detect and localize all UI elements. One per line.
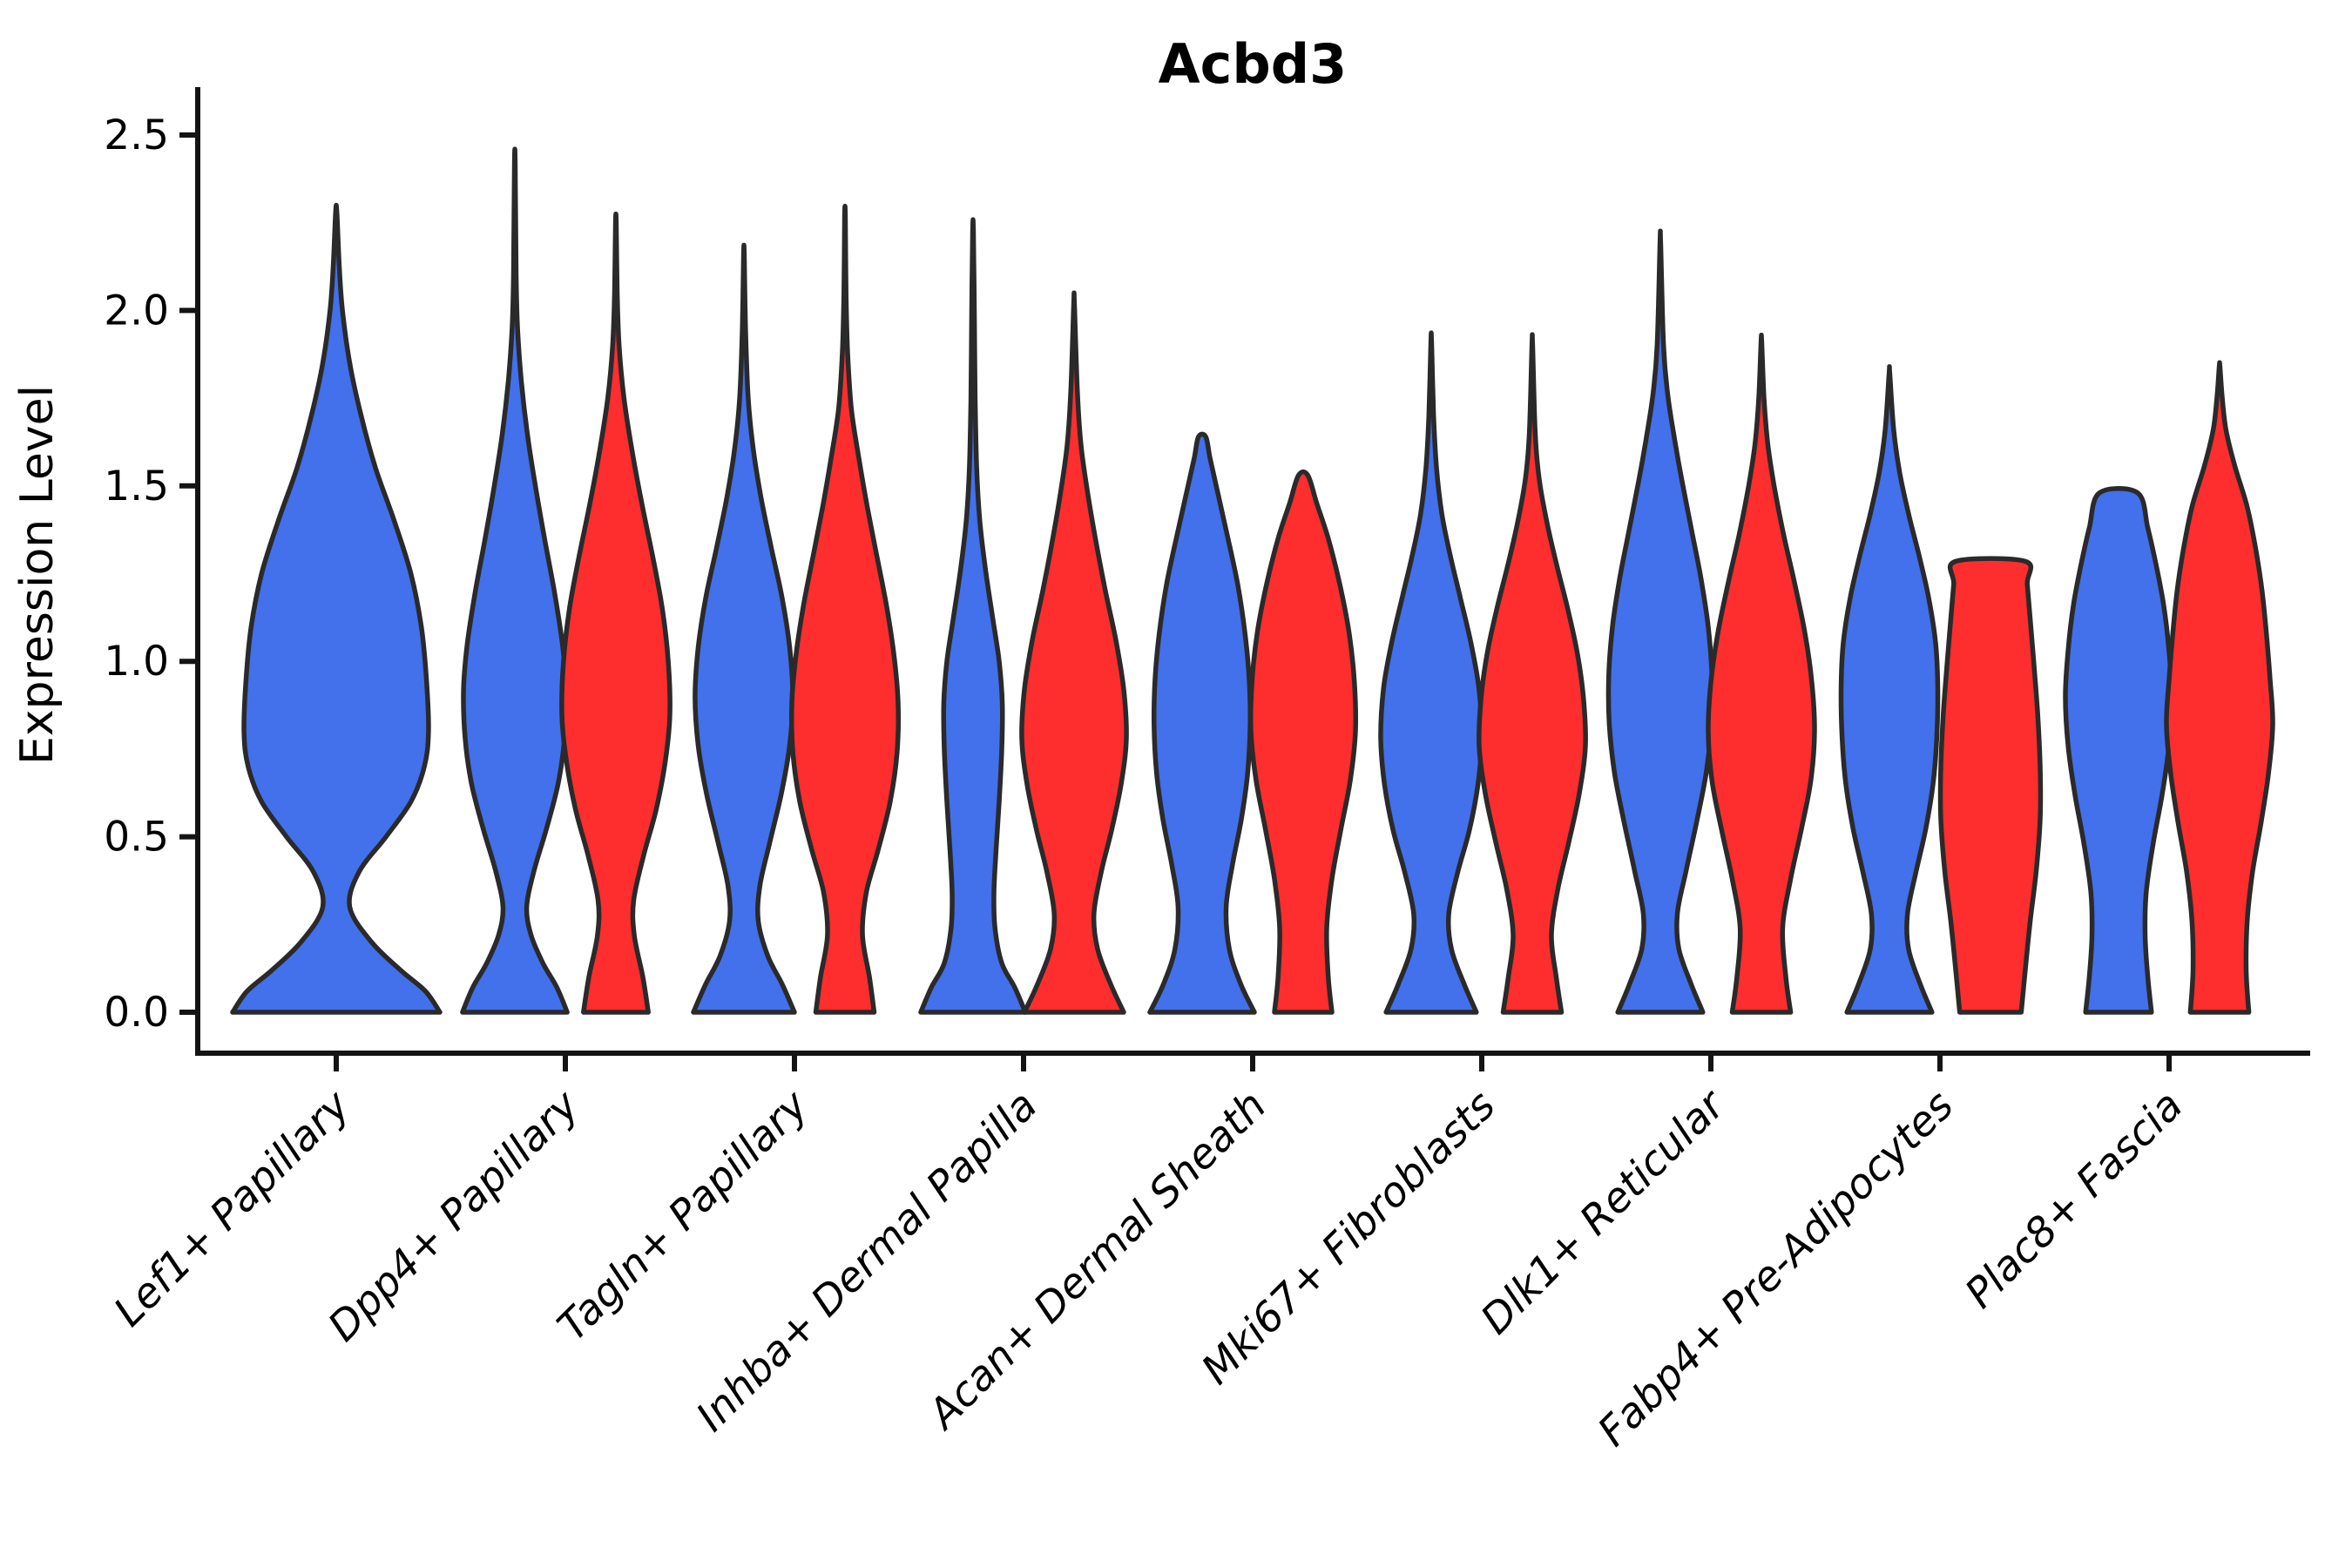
violin-tagln-blue <box>691 242 797 1015</box>
y-tick-label: 0.0 <box>104 989 169 1037</box>
chart-title: Acbd3 <box>1159 32 1348 96</box>
x-tick-label: Plac8+ Fascia <box>1956 1082 2192 1318</box>
y-tick-label: 0.5 <box>104 814 169 862</box>
x-tick-label: Dpp4+ Papillary <box>319 1081 589 1351</box>
y-tick-label: 2.5 <box>104 112 169 159</box>
violin-tagln-red <box>788 203 902 1015</box>
violin-fabp4-red <box>1937 556 2044 1015</box>
x-tick-label: Tagln+ Papillary <box>549 1081 819 1351</box>
violin-dpp4-red <box>559 211 672 1015</box>
x-tick-label: Lef1+ Papillary <box>105 1081 360 1336</box>
y-tick-label: 1.5 <box>104 463 169 510</box>
violin-acan-red <box>1247 469 1359 1015</box>
y-axis-ticks: 0.0 0.5 1.0 1.5 2.0 2.5 <box>104 112 198 1037</box>
violin-mki67-blue <box>1378 330 1484 1015</box>
violin-lef1-blue <box>230 202 443 1015</box>
violin-acan-blue <box>1147 431 1257 1015</box>
violin-inhba-blue <box>918 217 1028 1015</box>
violin-dlk1-red <box>1706 332 1817 1015</box>
violin-inhba-red <box>1019 290 1129 1015</box>
violin-mki67-red <box>1477 332 1588 1015</box>
violin-dlk1-blue <box>1605 228 1715 1015</box>
violins-layer <box>230 146 2275 1015</box>
violin-plac8-red <box>2164 360 2275 1015</box>
violin-dpp4-blue <box>460 146 570 1015</box>
x-tick-label: Dlk1+ Reticular <box>1472 1080 1736 1344</box>
y-tick-label: 1.0 <box>104 638 169 686</box>
y-tick-label: 2.0 <box>104 287 169 335</box>
y-axis-label: Expression Level <box>11 385 64 765</box>
violin-fabp4-blue <box>1838 364 1941 1015</box>
violin-plac8-blue <box>2063 486 2174 1015</box>
